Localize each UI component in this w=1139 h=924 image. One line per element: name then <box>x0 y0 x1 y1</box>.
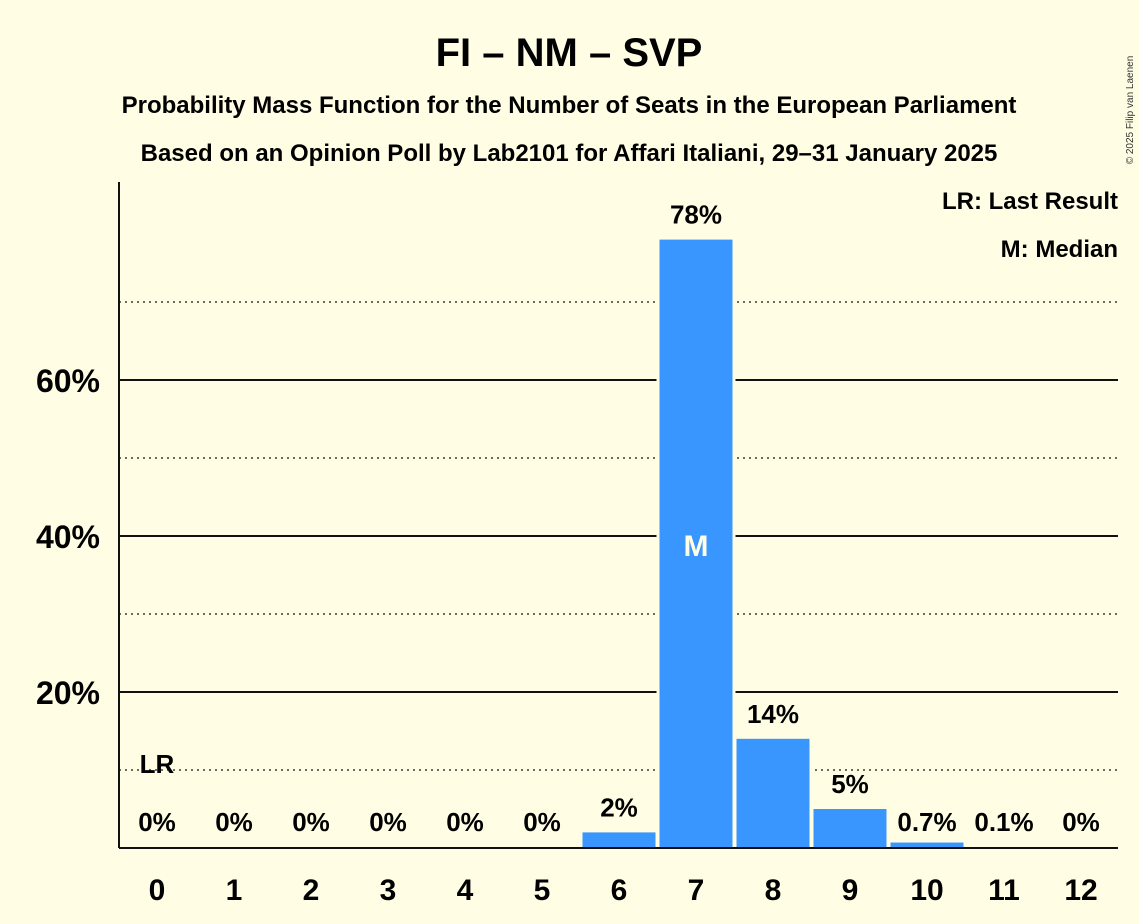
chart-title: FI – NM – SVP <box>436 31 703 75</box>
copyright-note: © 2025 Filip van Laenen <box>1125 56 1136 165</box>
data-label: 78% <box>670 200 722 230</box>
data-label: 0% <box>138 807 176 837</box>
x-tick-label: 4 <box>457 874 474 907</box>
axes: 20%40%60%0 1 2 3 4 5 6 7 8 9 10 11 12 <box>36 182 1118 907</box>
data-label: 0.1% <box>974 807 1033 837</box>
data-label: 0% <box>523 807 561 837</box>
x-tick-label: 0 <box>149 874 166 907</box>
gridlines <box>119 301 1118 771</box>
y-tick-label: 40% <box>36 519 100 555</box>
legend-last-result: LR: Last Result <box>942 188 1118 215</box>
bar <box>736 738 810 848</box>
x-tick-label: 1 <box>226 874 243 907</box>
data-labels: 0% 0% 0% 0% 0% 0% 2% 78% 14% 5% 0.7% 0.1% 0% M LR <box>138 200 1100 837</box>
data-label: 5% <box>831 769 869 799</box>
y-tick-label: 20% <box>36 675 100 711</box>
data-label: 0% <box>369 807 407 837</box>
x-tick-label: 8 <box>765 874 782 907</box>
data-label: 0% <box>292 807 330 837</box>
chart-subtitle-1: Probability Mass Function for the Number… <box>122 92 1017 119</box>
chart-subtitle-2: Based on an Opinion Poll by Lab2101 for … <box>141 140 998 167</box>
x-tick-label: 9 <box>842 874 859 907</box>
data-label: 0% <box>446 807 484 837</box>
x-tick-label: 6 <box>611 874 628 907</box>
median-marker: M <box>684 530 709 563</box>
bar-halo <box>964 844 1044 848</box>
legend-median: M: Median <box>1001 236 1118 263</box>
data-label: 0.7% <box>897 807 956 837</box>
data-label: 2% <box>600 792 638 822</box>
y-tick-label: 60% <box>36 363 100 399</box>
last-result-marker: LR <box>140 749 175 779</box>
bar <box>813 809 887 848</box>
bar <box>890 842 964 848</box>
x-tick-label: 3 <box>380 874 397 907</box>
bar <box>582 832 656 848</box>
data-label: 0% <box>1062 807 1100 837</box>
data-label: 14% <box>747 699 799 729</box>
x-tick-label: 2 <box>303 874 320 907</box>
x-tick-label: 12 <box>1064 874 1097 907</box>
data-label: 0% <box>215 807 253 837</box>
x-tick-label: 10 <box>910 874 943 907</box>
bar <box>659 239 733 849</box>
x-tick-label: 7 <box>688 874 705 907</box>
x-tick-label: 11 <box>988 874 1020 907</box>
x-tick-label: 5 <box>534 874 551 907</box>
bars <box>579 236 1044 849</box>
